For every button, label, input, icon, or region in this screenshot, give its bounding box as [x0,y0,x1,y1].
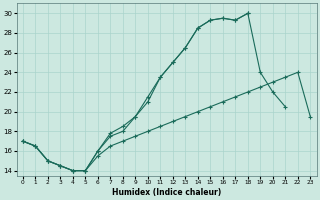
X-axis label: Humidex (Indice chaleur): Humidex (Indice chaleur) [112,188,221,197]
